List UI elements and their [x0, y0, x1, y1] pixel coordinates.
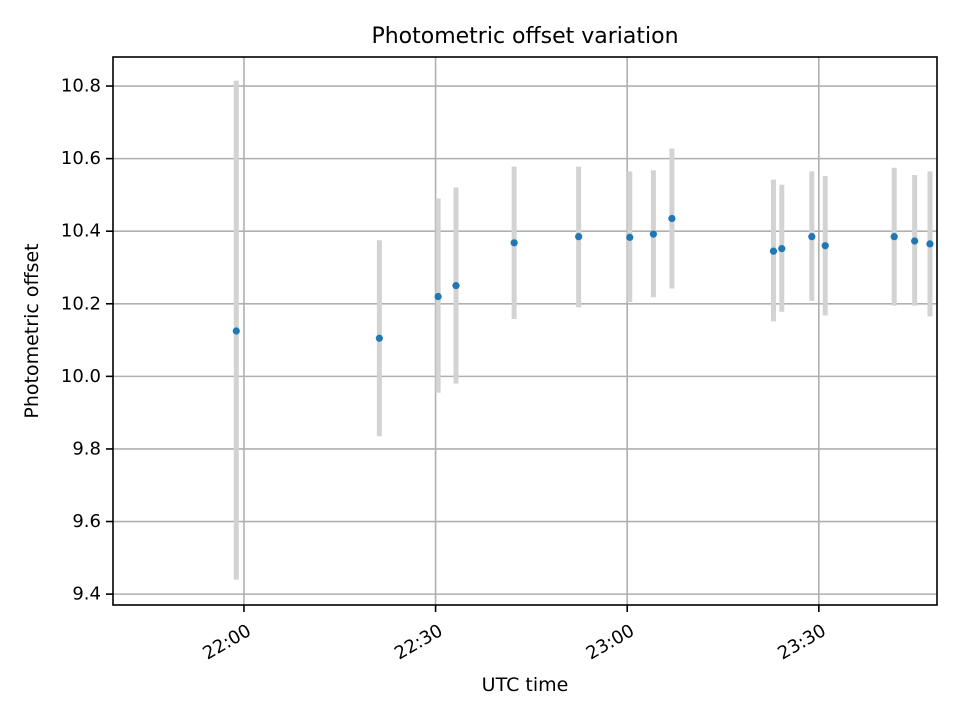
grid-lines — [113, 57, 937, 605]
data-point — [510, 239, 518, 247]
data-point — [668, 214, 676, 223]
y-tick-label: 10.8 — [61, 76, 101, 97]
data-point — [808, 233, 816, 241]
data-point — [926, 240, 934, 248]
x-tick-label: 23:30 — [774, 620, 829, 664]
y-tick-label: 10.2 — [61, 293, 101, 314]
x-tick-label: 23:00 — [583, 620, 638, 664]
y-axis-label: Photometric offset — [21, 243, 43, 418]
y-tick-label: 10.0 — [61, 366, 101, 387]
x-axis-label: UTC time — [482, 674, 569, 696]
y-axis-ticks: 9.4 9.6 9.8 10.0 10.2 10.4 10.6 10.8 — [61, 76, 113, 605]
data-point — [821, 242, 829, 250]
data-point — [232, 327, 240, 335]
data-point — [434, 292, 442, 301]
x-tick-label: 22:00 — [199, 620, 254, 664]
data-points — [232, 214, 934, 342]
data-point — [375, 334, 383, 342]
data-point — [890, 233, 898, 241]
y-tick-label: 10.6 — [61, 148, 101, 169]
data-point — [769, 247, 778, 255]
y-tick-label: 10.4 — [61, 221, 101, 242]
data-point — [911, 237, 919, 245]
y-tick-label: 9.8 — [72, 438, 101, 459]
chart-title: Photometric offset variation — [371, 24, 678, 49]
data-point — [649, 230, 657, 238]
data-point — [778, 245, 786, 253]
x-tick-label: 22:30 — [391, 620, 446, 664]
data-point — [626, 233, 634, 241]
data-point — [452, 282, 460, 290]
error-bars — [233, 80, 933, 580]
data-point — [575, 233, 583, 241]
y-tick-label: 9.6 — [72, 511, 101, 532]
plot-frame — [112, 56, 938, 606]
y-tick-label: 9.4 — [72, 584, 101, 605]
